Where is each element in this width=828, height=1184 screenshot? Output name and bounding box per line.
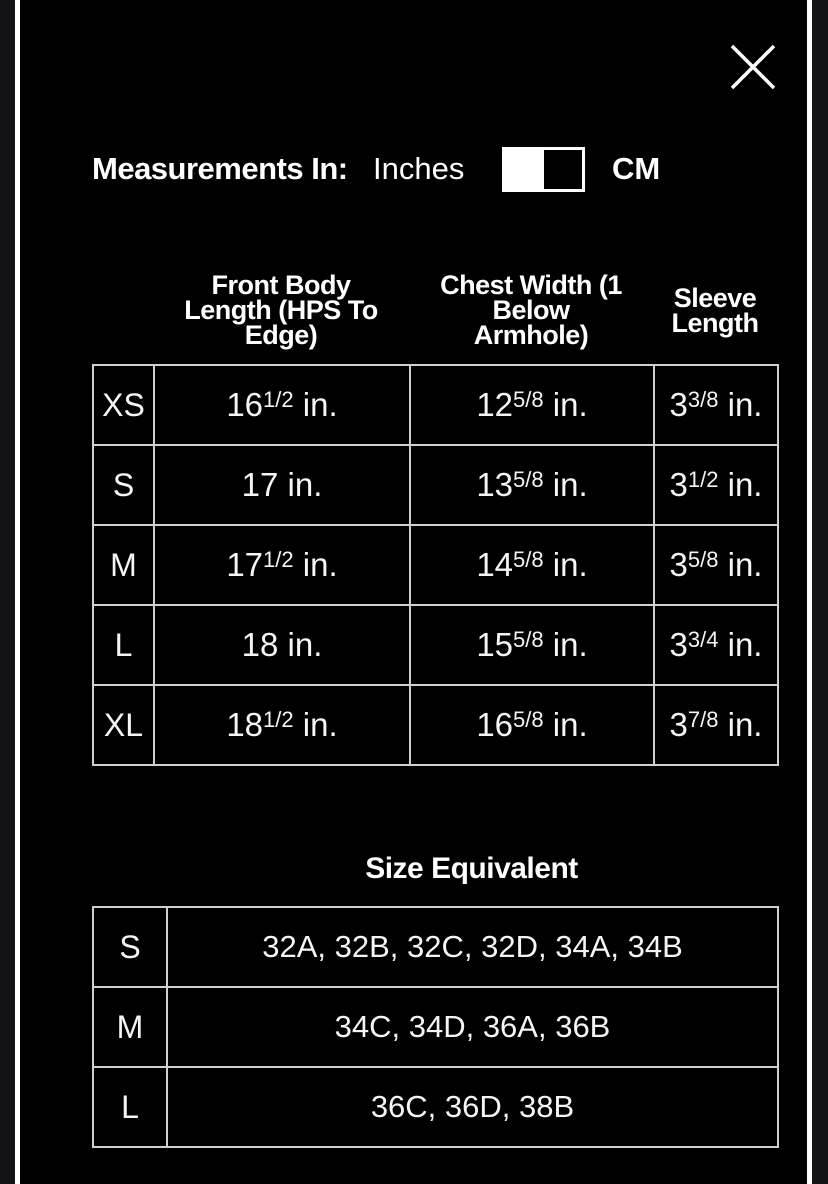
unit-toggle-knob[interactable] xyxy=(505,150,544,189)
measurement-cell: 33/4 in. xyxy=(653,604,779,686)
size-label: M xyxy=(92,524,155,606)
column-header-sleeve-length: Sleeve Length xyxy=(671,283,759,338)
measurement-cell: 35/8 in. xyxy=(653,524,779,606)
measurement-cell: 171/2 in. xyxy=(153,524,411,606)
size-equivalent-title: Size Equivalent xyxy=(365,852,578,885)
size-label: L xyxy=(92,1066,168,1148)
measurement-cell: 135/8 in. xyxy=(409,444,655,526)
column-header-front-body-length: Front Body Length (HPS To Edge) xyxy=(184,270,378,350)
table-row: L 18 in. 155/8 in. 33/4 in. xyxy=(92,604,779,686)
measurement-cell: 125/8 in. xyxy=(409,364,655,446)
unit-toggle[interactable] xyxy=(502,147,585,192)
measurement-cell: 181/2 in. xyxy=(153,684,411,766)
equivalent-sizes-cell: 32A, 32B, 32C, 32D, 34A, 34B xyxy=(166,906,779,988)
measurement-cell: 18 in. xyxy=(153,604,411,686)
size-label: S xyxy=(92,444,155,526)
size-label: XS xyxy=(92,364,155,446)
column-header-chest-width: Chest Width (1 Below Armhole) xyxy=(440,270,622,350)
table-row: M 171/2 in. 145/8 in. 35/8 in. xyxy=(92,524,779,606)
table-row: XL 181/2 in. 165/8 in. 37/8 in. xyxy=(92,684,779,766)
measurements-in-label: Measurements In: xyxy=(92,151,348,186)
size-label: S xyxy=(92,906,168,988)
measurement-cell: 17 in. xyxy=(153,444,411,526)
equivalent-sizes-cell: 34C, 34D, 36A, 36B xyxy=(166,986,779,1068)
cm-option-label: CM xyxy=(612,151,661,186)
table-row: L 36C, 36D, 38B xyxy=(92,1066,779,1148)
inches-option-label: Inches xyxy=(373,151,465,186)
size-label: L xyxy=(92,604,155,686)
size-label: XL xyxy=(92,684,155,766)
size-label: M xyxy=(92,986,168,1068)
measurement-cell: 31/2 in. xyxy=(653,444,779,526)
equivalent-sizes-cell: 36C, 36D, 38B xyxy=(166,1066,779,1148)
close-icon xyxy=(729,43,777,91)
size-measurements-table: XS 161/2 in. 125/8 in. 33/8 in. S 17 in.… xyxy=(92,364,779,766)
size-equivalent-table: S 32A, 32B, 32C, 32D, 34A, 34B M 34C, 34… xyxy=(92,906,779,1148)
table-row: XS 161/2 in. 125/8 in. 33/8 in. xyxy=(92,364,779,446)
close-button[interactable] xyxy=(725,39,781,95)
table-row: S 17 in. 135/8 in. 31/2 in. xyxy=(92,444,779,526)
measurement-cell: 161/2 in. xyxy=(153,364,411,446)
size-chart-modal: Measurements In: Inches CM Front Body Le… xyxy=(15,0,812,1184)
table-row: S 32A, 32B, 32C, 32D, 34A, 34B xyxy=(92,906,779,988)
measurement-cell: 155/8 in. xyxy=(409,604,655,686)
table-row: M 34C, 34D, 36A, 36B xyxy=(92,986,779,1068)
measurement-cell: 33/8 in. xyxy=(653,364,779,446)
measurement-cell: 165/8 in. xyxy=(409,684,655,766)
measurement-cell: 145/8 in. xyxy=(409,524,655,606)
measurement-cell: 37/8 in. xyxy=(653,684,779,766)
